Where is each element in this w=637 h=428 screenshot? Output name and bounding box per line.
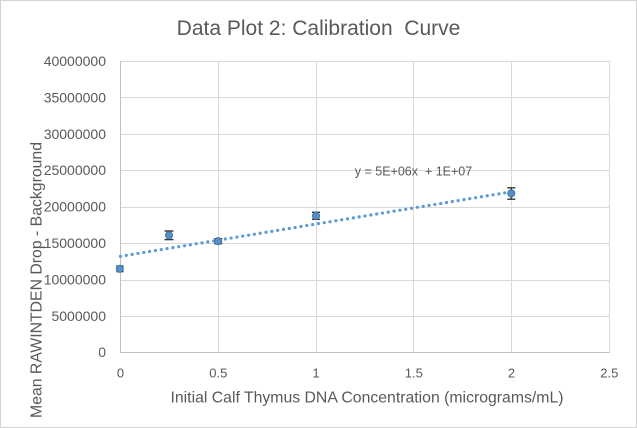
svg-text:1: 1 [312, 365, 319, 380]
svg-text:0: 0 [98, 344, 106, 360]
svg-text:2: 2 [508, 365, 515, 380]
svg-text:1.5: 1.5 [405, 365, 423, 380]
svg-text:25000000: 25000000 [44, 162, 107, 178]
svg-text:35000000: 35000000 [44, 89, 107, 105]
svg-text:5000000: 5000000 [51, 308, 106, 324]
svg-text:y = 5E+06x + 1E+07: y = 5E+06x + 1E+07 [355, 164, 472, 178]
svg-text:0.5: 0.5 [209, 365, 227, 380]
svg-text:40000000: 40000000 [44, 53, 107, 69]
svg-text:20000000: 20000000 [44, 199, 107, 215]
svg-text:30000000: 30000000 [44, 126, 107, 142]
svg-text:15000000: 15000000 [44, 235, 107, 251]
svg-text:Data Plot 2: Calibration Curv: Data Plot 2: Calibration Curve [177, 17, 461, 40]
svg-text:2.5: 2.5 [600, 365, 618, 380]
svg-text:0: 0 [117, 365, 124, 380]
svg-text:10000000: 10000000 [44, 271, 107, 287]
svg-text:Mean RAWINTDEN Drop - Backgrou: Mean RAWINTDEN Drop - Background [29, 142, 46, 418]
svg-text:Initial Calf Thymus DNA Concen: Initial Calf Thymus DNA Concentration (m… [171, 390, 564, 407]
